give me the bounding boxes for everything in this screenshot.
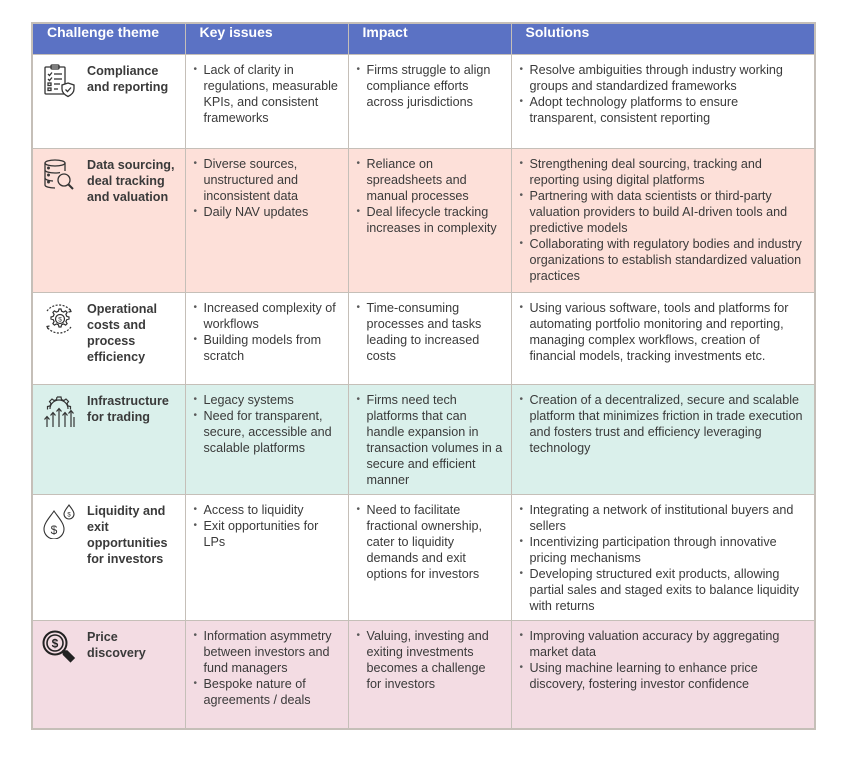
list-item: Need to facilitate fractional ownership,… [357, 502, 503, 582]
clipboard-checklist-shield-icon [41, 63, 77, 99]
table-row: Infrastructure for trading Legacy system… [31, 384, 816, 495]
key-issues-cell: Increased complexity of workflows Buildi… [184, 292, 349, 385]
key-issues-cell: Diverse sources, unstructured and incons… [184, 148, 349, 293]
list-item: Resolve ambiguities through industry wor… [520, 62, 807, 94]
list-item: Improving valuation accuracy by aggregat… [520, 628, 807, 660]
theme-label: Price discovery [87, 630, 146, 660]
header-solutions: Solutions [510, 22, 816, 55]
dollar-magnifier-icon: $ [41, 629, 77, 665]
svg-text:$: $ [51, 523, 58, 537]
theme-cell: Infrastructure for trading [31, 384, 186, 495]
list-item: Diverse sources, unstructured and incons… [194, 156, 340, 204]
list-item: Incentivizing participation through inno… [520, 534, 807, 566]
key-issues-cell: Access to liquidity Exit opportunities f… [184, 494, 349, 621]
list-item: Information asymmetry between investors … [194, 628, 340, 676]
header-impact: Impact [347, 22, 512, 55]
header-key-issues: Key issues [184, 22, 349, 55]
impact-cell: Time-consuming processes and tasks leadi… [347, 292, 512, 385]
key-issues-cell: Information asymmetry between investors … [184, 620, 349, 729]
database-search-icon [41, 157, 77, 193]
list-item: Integrating a network of institutional b… [520, 502, 807, 534]
svg-text:$: $ [52, 637, 59, 651]
list-item: Time-consuming processes and tasks leadi… [357, 300, 503, 364]
list-item: Lack of clarity in regulations, measurab… [194, 62, 340, 126]
theme-cell: $ Price discovery [31, 620, 186, 729]
impact-cell: Valuing, investing and exiting investmen… [347, 620, 512, 729]
theme-cell: Data sourcing, deal tracking and valuati… [31, 148, 186, 293]
solutions-cell: Resolve ambiguities through industry wor… [510, 54, 816, 149]
solutions-cell: Integrating a network of institutional b… [510, 494, 816, 621]
impact-cell: Firms need tech platforms that can handl… [347, 384, 512, 495]
theme-label: Compliance and reporting [87, 64, 169, 94]
theme-label: Data sourcing, deal tracking and valuati… [87, 158, 175, 204]
gear-dollar-cycle-icon: $ [41, 301, 77, 337]
list-item: Collaborating with regulatory bodies and… [520, 236, 807, 284]
list-item: Legacy systems [194, 392, 340, 408]
table-row: $ Operational costs and process efficien… [31, 292, 816, 385]
list-item: Strengthening deal sourcing, tracking an… [520, 156, 807, 188]
list-item: Daily NAV updates [194, 204, 340, 220]
theme-label: Infrastructure for trading [87, 394, 169, 424]
solutions-cell: Strengthening deal sourcing, tracking an… [510, 148, 816, 293]
theme-cell: $ $ Liquidity and exit opportunities for… [31, 494, 186, 621]
list-item: Firms struggle to align compliance effor… [357, 62, 503, 110]
list-item: Creation of a decentralized, secure and … [520, 392, 807, 456]
theme-label: Operational costs and process efficiency [87, 302, 157, 364]
list-item: Using machine learning to enhance price … [520, 660, 807, 692]
header-challenge-theme: Challenge theme [31, 22, 186, 55]
solutions-cell: Creation of a decentralized, secure and … [510, 384, 816, 495]
key-issues-cell: Legacy systems Need for transparent, sec… [184, 384, 349, 495]
list-item: Reliance on spreadsheets and manual proc… [357, 156, 503, 204]
list-item: Adopt technology platforms to ensure tra… [520, 94, 807, 126]
list-item: Bespoke nature of agreements / deals [194, 676, 340, 708]
table-row: $ Price discovery Information asymmetry … [31, 620, 816, 729]
list-item: Deal lifecycle tracking increases in com… [357, 204, 503, 236]
list-item: Valuing, investing and exiting investmen… [357, 628, 503, 692]
challenges-table: Challenge theme Key issues Impact Soluti… [31, 22, 816, 730]
table-row: Compliance and reporting Lack of clarity… [31, 54, 816, 149]
list-item: Building models from scratch [194, 332, 340, 364]
list-item: Exit opportunities for LPs [194, 518, 340, 550]
liquidity-dollar-drops-icon: $ $ [41, 503, 77, 539]
solutions-cell: Improving valuation accuracy by aggregat… [510, 620, 816, 729]
svg-text:$: $ [58, 317, 62, 324]
list-item: Firms need tech platforms that can handl… [357, 392, 503, 488]
impact-cell: Firms struggle to align compliance effor… [347, 54, 512, 149]
solutions-cell: Using various software, tools and platfo… [510, 292, 816, 385]
theme-label: Liquidity and exit opportunities for inv… [87, 504, 168, 566]
list-item: Using various software, tools and platfo… [520, 300, 807, 364]
theme-cell: Compliance and reporting [31, 54, 186, 149]
theme-cell: $ Operational costs and process efficien… [31, 292, 186, 385]
table-row: Data sourcing, deal tracking and valuati… [31, 148, 816, 293]
list-item: Need for transparent, secure, accessible… [194, 408, 340, 456]
list-item: Partnering with data scientists or third… [520, 188, 807, 236]
gear-growth-arrows-icon [41, 393, 77, 429]
header-row: Challenge theme Key issues Impact Soluti… [31, 22, 816, 55]
svg-text:$: $ [67, 513, 71, 519]
list-item: Access to liquidity [194, 502, 340, 518]
table-row: $ $ Liquidity and exit opportunities for… [31, 494, 816, 621]
impact-cell: Reliance on spreadsheets and manual proc… [347, 148, 512, 293]
impact-cell: Need to facilitate fractional ownership,… [347, 494, 512, 621]
key-issues-cell: Lack of clarity in regulations, measurab… [184, 54, 349, 149]
list-item: Developing structured exit products, all… [520, 566, 807, 614]
list-item: Increased complexity of workflows [194, 300, 340, 332]
